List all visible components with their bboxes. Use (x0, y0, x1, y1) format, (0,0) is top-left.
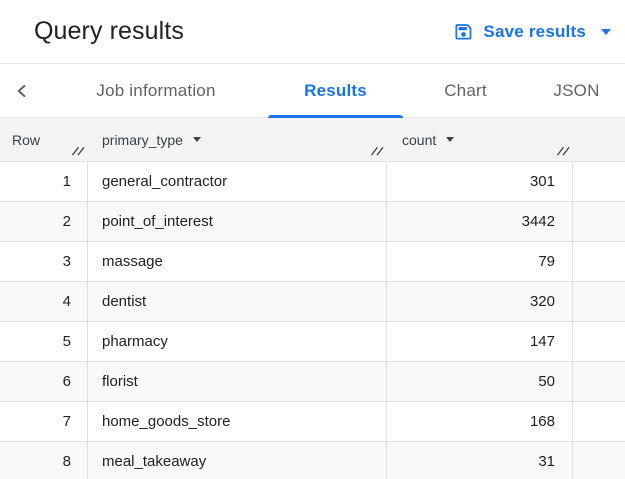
cell-row-number: 4 (0, 282, 88, 321)
cell-filler (573, 402, 625, 441)
cell-row-number: 5 (0, 322, 88, 361)
column-header-primary-type-label: primary_type (102, 131, 183, 148)
table-row: 3 massage 79 (0, 242, 625, 282)
table-row: 2 point_of_interest 3442 (0, 202, 625, 242)
cell-filler (573, 442, 625, 479)
cell-primary-type: meal_takeaway (88, 442, 387, 479)
chevron-left-icon (11, 80, 33, 102)
results-table-body: 1 general_contractor 301 2 point_of_inte… (0, 162, 625, 479)
cell-filler (573, 282, 625, 321)
cell-filler (573, 202, 625, 241)
cell-row-number: 8 (0, 442, 88, 479)
cell-primary-type: pharmacy (88, 322, 387, 361)
cell-row-number: 1 (0, 162, 88, 201)
cell-primary-type: home_goods_store (88, 402, 387, 441)
caret-down-icon (601, 28, 611, 35)
cell-row-number: 3 (0, 242, 88, 281)
tab-json[interactable]: JSON (528, 64, 625, 117)
results-table-header: Row primary_type count (0, 118, 625, 162)
column-header-row: Row (0, 118, 88, 161)
cell-primary-type: massage (88, 242, 387, 281)
column-header-row-label: Row (12, 131, 41, 148)
cell-count: 50 (387, 362, 573, 401)
tab-job-information[interactable]: Job information (44, 64, 268, 117)
table-row: 7 home_goods_store 168 (0, 402, 625, 442)
save-icon (453, 21, 474, 42)
tab-list: Job information Results Chart JSON (44, 64, 625, 118)
caret-down-icon[interactable] (446, 137, 455, 142)
column-header-primary-type[interactable]: primary_type (88, 118, 387, 161)
cell-filler (573, 162, 625, 201)
cell-count: 31 (387, 442, 573, 479)
save-results-button[interactable]: Save results (451, 15, 613, 48)
tab-job-information-label: Job information (96, 80, 216, 100)
tabs-scroll-left-button[interactable] (0, 64, 44, 117)
table-row: 1 general_contractor 301 (0, 162, 625, 202)
tab-json-label: JSON (553, 80, 600, 100)
cell-filler (573, 362, 625, 401)
cell-primary-type: florist (88, 362, 387, 401)
cell-row-number: 2 (0, 202, 88, 241)
query-results-header: Query results Save results (0, 0, 625, 64)
page-title: Query results (34, 17, 184, 45)
cell-primary-type: general_contractor (88, 162, 387, 201)
cell-count: 3442 (387, 202, 573, 241)
table-row: 6 florist 50 (0, 362, 625, 402)
cell-count: 301 (387, 162, 573, 201)
tab-chart[interactable]: Chart (403, 64, 528, 117)
cell-count: 168 (387, 402, 573, 441)
cell-primary-type: dentist (88, 282, 387, 321)
column-resize-icon[interactable] (556, 144, 570, 157)
results-tab-bar: Job information Results Chart JSON (0, 64, 625, 118)
cell-count: 320 (387, 282, 573, 321)
tab-chart-label: Chart (444, 80, 487, 100)
column-header-count-label: count (402, 131, 437, 148)
table-row: 4 dentist 320 (0, 282, 625, 322)
cell-row-number: 7 (0, 402, 88, 441)
column-resize-icon[interactable] (370, 144, 384, 157)
tab-results[interactable]: Results (268, 64, 403, 118)
cell-count: 147 (387, 322, 573, 361)
table-row: 5 pharmacy 147 (0, 322, 625, 362)
cell-filler (573, 322, 625, 361)
save-results-label: Save results (483, 21, 586, 41)
tab-results-label: Results (304, 80, 367, 100)
cell-count: 79 (387, 242, 573, 281)
caret-down-icon[interactable] (192, 137, 201, 142)
column-header-filler (573, 118, 625, 161)
column-resize-icon[interactable] (71, 144, 85, 157)
cell-row-number: 6 (0, 362, 88, 401)
column-header-count[interactable]: count (387, 118, 573, 161)
cell-primary-type: point_of_interest (88, 202, 387, 241)
table-row: 8 meal_takeaway 31 (0, 442, 625, 479)
cell-filler (573, 242, 625, 281)
